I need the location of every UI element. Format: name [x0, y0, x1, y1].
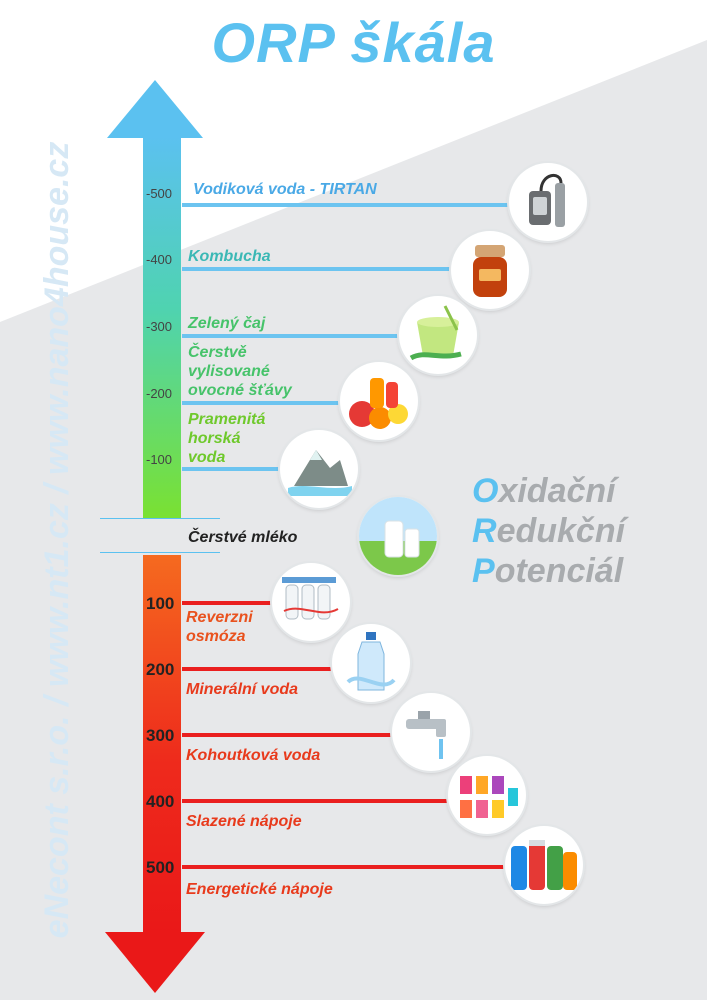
label-line: horská: [188, 430, 241, 447]
line-minus-100: [182, 467, 282, 471]
label-tap-water: Kohoutková voda: [186, 747, 321, 764]
line-plus-300: [182, 733, 394, 737]
neutral-line-bottom: [100, 552, 220, 553]
orp-rest: otenciál: [494, 552, 624, 590]
tick-minus-400: -400: [146, 252, 173, 267]
kombucha-jar-icon: [451, 231, 529, 309]
label-mineral-water: Minerální voda: [186, 681, 299, 698]
orp-word-oxidacni: Oxidační: [472, 472, 616, 511]
label-sweet-drinks: Slazené nápoje: [186, 813, 302, 830]
label-fresh-milk: Čerstvé mléko: [188, 529, 298, 546]
fruit-juice-icon: [340, 362, 418, 440]
orp-rest: edukční: [496, 512, 626, 550]
label-reverse-osmosis: Reverzni osmóza: [186, 608, 253, 646]
line-plus-400: [182, 799, 452, 803]
label-energy-drinks: Energetické nápoje: [186, 881, 333, 898]
tick-minus-300: -300: [146, 319, 173, 334]
orp-rest: xidační: [498, 472, 616, 510]
mineral-water-bottle-icon: [332, 624, 410, 702]
mountain-spring-icon: [280, 430, 358, 508]
line-plus-200: [182, 667, 336, 671]
sweet-drinks-icon: [448, 756, 526, 834]
line-plus-500: [182, 865, 512, 869]
label-line: Reverzni: [186, 609, 253, 626]
arrow-head-down: [105, 932, 205, 993]
label-green-tea: Zelený čaj: [188, 315, 266, 332]
hydrogen-generator-icon: [509, 163, 587, 241]
tick-minus-500: -500: [146, 186, 173, 201]
label-line: osmóza: [186, 628, 246, 645]
label-spring-water: Pramenitá horská voda: [188, 410, 265, 467]
orp-scale-arrow: [105, 80, 205, 993]
tick-plus-500: 500: [146, 858, 175, 877]
line-plus-100: [182, 601, 278, 605]
label-line: voda: [188, 449, 226, 466]
label-line: Čerstvě: [188, 344, 247, 361]
line-minus-400: [182, 267, 452, 271]
orp-initial: R: [472, 512, 497, 550]
fresh-milk-icon: [359, 497, 437, 575]
label-kombucha: Kombucha: [188, 248, 271, 265]
orp-initial: P: [472, 552, 495, 590]
tick-plus-100: 100: [146, 594, 175, 613]
energy-drinks-cans-icon: [505, 826, 583, 904]
reverse-osmosis-filter-icon: [272, 563, 350, 641]
line-minus-200: [182, 401, 342, 405]
label-line: Pramenitá: [188, 411, 266, 428]
arrow-shaft-positive: [143, 555, 181, 935]
tick-plus-200: 200: [146, 660, 175, 679]
neutral-line-top: [100, 518, 220, 519]
arrow-head-up: [107, 80, 203, 138]
green-tea-cup-icon: [399, 296, 477, 374]
orp-word-redukcni: Redukční: [472, 512, 625, 551]
tick-minus-100: -100: [146, 452, 173, 467]
label-fresh-juices: Čerstvě vylisované ovocné šťávy: [188, 343, 292, 400]
orp-word-potencial: Potenciál: [472, 552, 623, 591]
tick-plus-400: 400: [146, 792, 175, 811]
label-line: vylisované: [188, 363, 270, 380]
line-minus-500: [182, 203, 517, 207]
orp-initial: O: [472, 472, 499, 510]
page-title: ORP škála: [211, 11, 496, 74]
label-line: ovocné šťávy: [188, 382, 292, 399]
label-hydrogen-water: Vodiková voda - TIRTAN: [193, 181, 377, 198]
arrow-shaft-negative: [143, 137, 181, 519]
tick-minus-200: -200: [146, 386, 173, 401]
vertical-company-text: eNecont s.r.o. / www.nt1.cz / www.nano4h…: [38, 141, 76, 939]
tick-plus-300: 300: [146, 726, 175, 745]
line-minus-300: [182, 334, 400, 338]
water-tap-icon: [392, 693, 470, 771]
